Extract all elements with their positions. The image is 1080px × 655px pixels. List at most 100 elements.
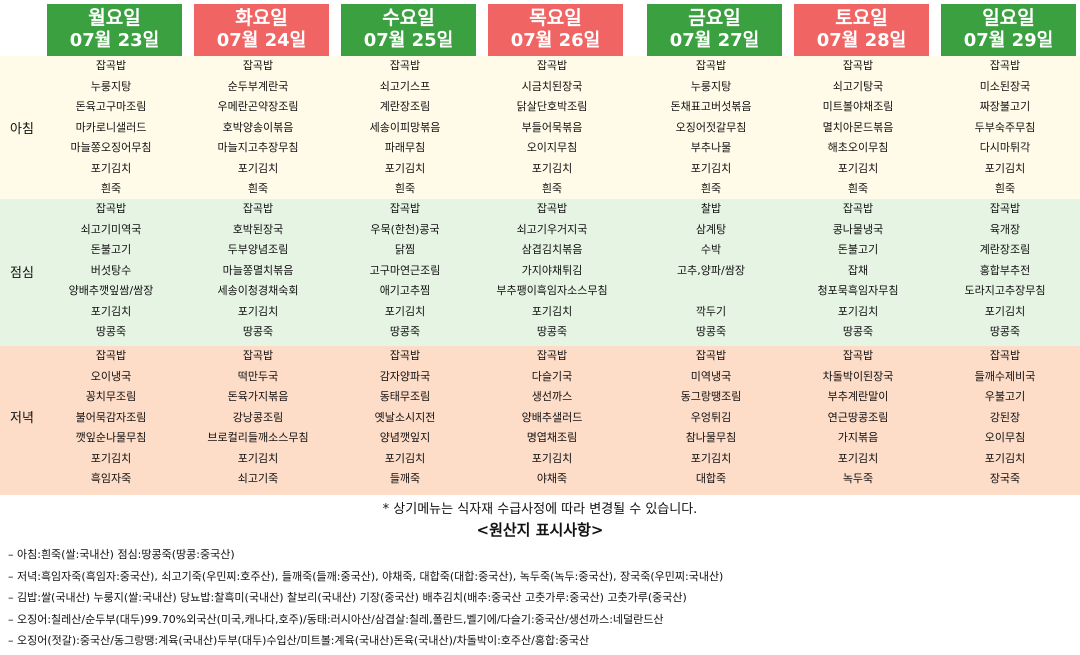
menu-item: 삼겹김치볶음 — [521, 243, 583, 256]
menu-item: 수박 — [700, 243, 722, 256]
menu-item: 양념깻잎지 — [379, 431, 431, 444]
menu-item: 가지볶음 — [837, 431, 879, 444]
menu-item: 누룽지탕 — [690, 79, 732, 93]
menu-item: 떡만두국 — [237, 369, 279, 383]
menu-change-note: * 상기메뉴는 식자재 수급사정에 따라 변경될 수 있습니다. — [382, 502, 698, 517]
menu-item: 파래무침 — [384, 141, 426, 154]
menu-item: 포기김치 — [984, 304, 1026, 318]
menu-item: 잡곡밥 — [842, 349, 874, 362]
menu-item: 미트볼야채조림 — [822, 100, 894, 113]
menu-item: 다슬기국 — [531, 369, 573, 383]
dinner-band: 저녁 잡곡밥 오이냉국 꽁치무조림 불어묵감자조림 깻잎순나물무침 포기김치 흑임자죽 잡곡밥 떡… — [0, 346, 1080, 495]
menu-item: 잡곡밥 — [842, 59, 874, 72]
menu-item: 세송이청경채숙회 — [217, 284, 299, 297]
day-date: 07월 24일 — [216, 30, 307, 51]
menu-item: 미역냉국 — [690, 369, 732, 383]
day-date: 07월 25일 — [363, 30, 454, 51]
menu-item: 감자양파국 — [379, 369, 431, 383]
menu-item: 포기김치 — [237, 304, 279, 318]
menu-item: 애기고추찜 — [379, 284, 431, 297]
menu-item: 양배추깻잎쌈/쌈장 — [68, 284, 154, 297]
day-date: 07월 26일 — [510, 30, 601, 51]
menu-item: 미소된장국 — [979, 79, 1031, 93]
day-date: 07월 23일 — [69, 30, 160, 51]
menu-item: 포기김치 — [984, 451, 1026, 465]
menu-item: 대합죽 — [695, 472, 727, 485]
menu-item: 잡곡밥 — [242, 202, 274, 215]
menu-item: 우엉튀김 — [690, 410, 732, 424]
menu-cell: 잡곡밥 쇠고기탕국 미트볼야채조림 멸치아몬드볶음 해초오이무침 포기김치 흰죽 — [783, 56, 933, 200]
menu-item: 꽁치무조림 — [85, 390, 137, 403]
menu-cell: 잡곡밥 쇠고기스프 계란장조림 세송이피망볶음 파래무침 포기김치 흰죽 — [330, 56, 480, 200]
menu-cell: 잡곡밥 시금치된장국 닭살단호박조림 부들어묵볶음 오이지무침 포기김치 흰죽 — [477, 56, 627, 200]
menu-item: 동태무조림 — [379, 390, 431, 403]
menu-item: 녹두죽 — [842, 472, 874, 485]
menu-item: 마늘쫑멸치볶음 — [222, 263, 294, 277]
menu-cell: 잡곡밥 누룽지탕 돈채표고버섯볶음 오징어젓갈무침 부추나물 포기김치 흰죽 — [636, 56, 786, 200]
menu-cell: 잡곡밥 우묵(한천)콩국 닭찜 고구마연근조림 애기고추찜 포기김치 땅콩죽 — [330, 199, 480, 343]
menu-item: 포기김치 — [837, 451, 879, 465]
menu-item: 찰밥 — [700, 202, 722, 215]
menu-item: 시금치된장국 — [521, 79, 583, 93]
menu-item: 장국죽 — [989, 472, 1021, 485]
origin-title: <원산지 표시사항> — [476, 521, 604, 539]
menu-item: 닭찜 — [394, 243, 416, 256]
menu-cell: 잡곡밥 순두부계란국 우메란곤약장조림 호박양송이볶음 마늘지고추장무침 포기김치 흰죽 — [183, 56, 333, 200]
menu-item: 잡곡밥 — [695, 59, 727, 72]
menu-item — [636, 281, 786, 302]
menu-item: 땅콩죽 — [95, 325, 127, 338]
menu-item: 포기김치 — [384, 161, 426, 175]
menu-cell: 잡곡밥 떡만두국 돈육가지볶음 강낭콩조림 브로컬리들깨소스무침 포기김치 쇠고기죽 — [183, 346, 333, 490]
menu-item: 포기김치 — [90, 451, 132, 465]
menu-item: 잡곡밥 — [989, 59, 1021, 72]
menu-item: 콩나물냉국 — [832, 222, 884, 236]
menu-item: 마카로니샐러드 — [75, 120, 147, 134]
menu-cell: 잡곡밥 육개장 계란장조림 홍합부추전 도라지고추장무침 포기김치 땅콩죽 — [930, 199, 1080, 343]
menu-item: 호박된장국 — [232, 222, 284, 236]
menu-item: 호박양송이볶음 — [222, 120, 294, 134]
day-header: 화요일 07월 24일 — [194, 4, 329, 56]
menu-item: 부들어묵볶음 — [521, 120, 583, 134]
day-header-row: 월요일 07월 23일 화요일 07월 24일 수요일 07월 25일 목요일 07월 26일… — [0, 0, 1080, 56]
menu-item: 오이무침 — [984, 431, 1026, 444]
menu-item: 포기김치 — [837, 161, 879, 175]
menu-item: 우묵(한천)콩국 — [370, 222, 440, 236]
menu-item: 잡곡밥 — [95, 59, 127, 72]
day-date: 07월 29일 — [963, 30, 1054, 51]
menu-item: 홍합부추전 — [979, 263, 1031, 277]
day-name: 목요일 — [529, 7, 582, 29]
menu-item: 가지야채튀김 — [521, 263, 583, 277]
menu-item: 잡곡밥 — [242, 59, 274, 72]
menu-item: 쇠고기죽 — [237, 472, 279, 485]
menu-cell: 잡곡밥 콩나물냉국 돈불고기 잡채 청포묵흑임자무침 포기김치 땅콩죽 — [783, 199, 933, 343]
menu-item: 깍두기 — [695, 304, 727, 318]
menu-item: 잡곡밥 — [536, 59, 568, 72]
menu-item: 흰죽 — [394, 182, 416, 195]
menu-item: 포기김치 — [690, 161, 732, 175]
day-name: 토요일 — [835, 7, 888, 29]
menu-item: 생선까스 — [531, 390, 573, 403]
origin-line: – 저녁:흑임자죽(흑임자:중국산), 쇠고기죽(우민찌:호주산), 들깨죽(들… — [8, 570, 724, 583]
menu-item: 포기김치 — [531, 161, 573, 175]
menu-item: 포기김치 — [384, 451, 426, 465]
menu-cell: 잡곡밥 감자양파국 동태무조림 옛날소시지전 양념깻잎지 포기김치 들깨죽 — [330, 346, 480, 490]
menu-item: 야채죽 — [536, 472, 568, 485]
menu-cell: 잡곡밥 쇠고기미역국 돈불고기 버섯탕수 양배추깻잎쌈/쌈장 포기김치 땅콩죽 — [36, 199, 186, 343]
day-date: 07월 28일 — [816, 30, 907, 51]
menu-item: 강된장 — [989, 410, 1021, 424]
menu-item: 잡곡밥 — [989, 349, 1021, 362]
day-header: 금요일 07월 27일 — [647, 4, 782, 56]
menu-item: 도라지고추장무침 — [964, 284, 1046, 297]
menu-item: 포기김치 — [237, 451, 279, 465]
menu-item: 부추나물 — [690, 141, 732, 154]
menu-cell: 잡곡밥 호박된장국 두부양념조림 마늘쫑멸치볶음 세송이청경채숙회 포기김치 땅콩죽 — [183, 199, 333, 343]
day-name: 월요일 — [88, 7, 141, 29]
menu-item: 흰죽 — [541, 182, 563, 195]
origin-line: – 오징어(젓갈):중국산/동그랑땡:계육(국내산)두부(대두)수입산/미트볼:… — [8, 634, 590, 647]
menu-item: 잡곡밥 — [842, 202, 874, 215]
menu-item: 연근땅콩조림 — [827, 410, 889, 424]
menu-item: 누룽지탕 — [90, 79, 132, 93]
menu-item: 고구마연근조림 — [369, 263, 441, 277]
menu-item: 땅콩죽 — [389, 325, 421, 338]
menu-item: 고추,양파/쌈장 — [677, 263, 745, 277]
